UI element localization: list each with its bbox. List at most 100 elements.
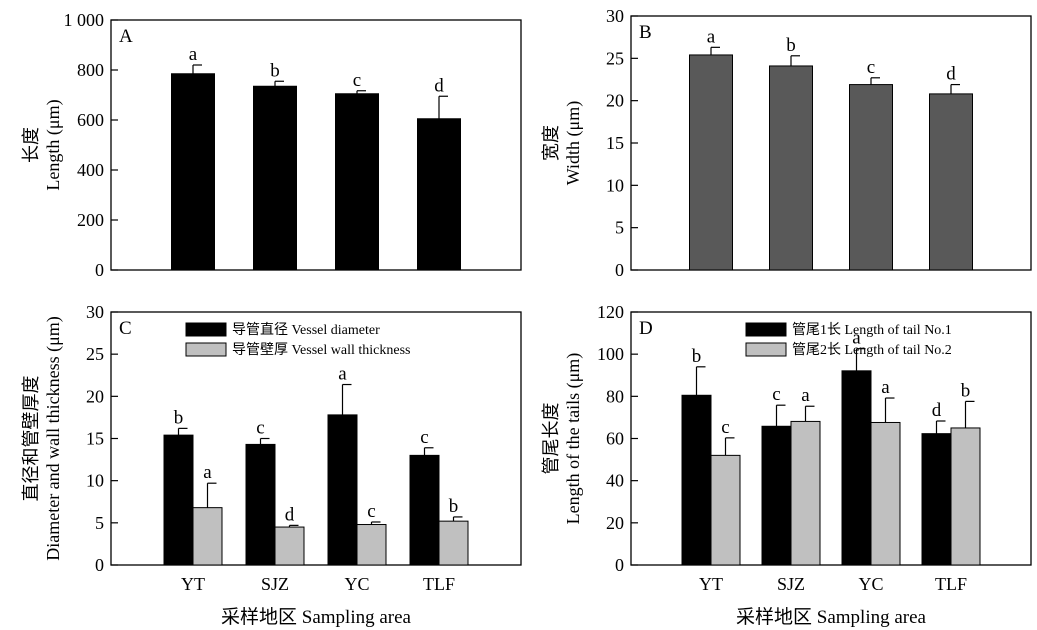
- panel-c-ytick-label: 0: [95, 555, 104, 575]
- panel-b-letter: B: [639, 22, 652, 43]
- panel-c-legend-swatch-1: [185, 322, 227, 337]
- panel-d-bar-yt-s2: [710, 454, 741, 566]
- panel-c-ytick-label: 15: [86, 429, 104, 449]
- panel-a-letter: A: [119, 26, 133, 47]
- panel-b-ytick-label: 0: [615, 260, 624, 280]
- panel-a-bar-yc-s1: [335, 93, 379, 271]
- panel-d-legend-swatch-2: [745, 342, 787, 357]
- panel-a-ylabel-cn: 长度: [21, 127, 41, 163]
- panel-a-ytick-label: 400: [77, 160, 104, 180]
- panel-c-xlabel: 采样地区 Sampling area: [221, 606, 412, 628]
- panel-c-ytick-label: 20: [86, 386, 104, 406]
- panel-d-bar-sjz-s2: [790, 420, 821, 566]
- panel-c-ylabel-en: Diameter and wall thickness (μm): [43, 316, 64, 561]
- panel-c-sig-letter: b: [449, 496, 459, 517]
- panel-d-sig-letter: b: [692, 346, 702, 367]
- panel-b-sig-letter: b: [786, 35, 796, 56]
- panel-a-ytick-label: 600: [77, 110, 104, 130]
- panel-d-xtick-label: YC: [858, 574, 883, 594]
- panel-c-ytick-label: 10: [86, 471, 104, 491]
- panel-b-ytick-label: 20: [606, 91, 624, 111]
- panel-c-xtick-label: YT: [181, 574, 205, 594]
- panel-b-bar-tlf-s1: [929, 93, 973, 271]
- panel-c-bar-yc-s1: [327, 414, 358, 566]
- panel-b-bar-sjz-s1: [769, 65, 813, 271]
- panel-b-sig-letter: d: [946, 64, 956, 85]
- panel-d-ylabel-en: Length of the tails (μm): [563, 353, 584, 525]
- panel-a-ytick-label: 200: [77, 210, 104, 230]
- panel-d-ytick-label: 60: [606, 429, 624, 449]
- panel-a-bar-tlf-s1: [417, 118, 461, 271]
- panel-a-ylabel-en: Length (μm): [43, 99, 64, 190]
- panel-a-frame: [110, 19, 522, 271]
- panel-d-sig-letter: c: [721, 417, 729, 438]
- panel-d-xtick-label: TLF: [935, 574, 967, 594]
- panel-c-sig-letter: d: [285, 504, 295, 525]
- panel-a-bar-sjz-s1: [253, 85, 297, 271]
- panel-d-bar-sjz-s1: [761, 425, 792, 566]
- panel-d-sig-letter: c: [772, 384, 780, 405]
- panel-c-bar-tlf-s2: [438, 520, 469, 566]
- panel-d-bar-yt-s1: [681, 394, 712, 566]
- panel-d-ytick-label: 120: [597, 302, 624, 322]
- panel-b-bar-yc-s1: [849, 84, 893, 271]
- panel-c-ytick-label: 30: [86, 302, 104, 322]
- panel-d-xtick-label: SJZ: [777, 574, 805, 594]
- panel-c-bar-sjz-s2: [274, 526, 305, 566]
- panel-c-letter: C: [119, 318, 132, 339]
- panel-d-ytick-label: 100: [597, 344, 624, 364]
- panel-c-sig-letter: c: [256, 418, 264, 439]
- panel-d-ylabel-cn: 管尾长度: [541, 403, 561, 475]
- panel-c-legend-swatch-2: [185, 342, 227, 357]
- panel-a-ytick-label: 1 000: [64, 10, 105, 30]
- panel-c-ytick-label: 5: [95, 513, 104, 533]
- panel-b-ytick-label: 15: [606, 133, 624, 153]
- panel-a-ytick-label: 0: [95, 260, 104, 280]
- panel-b-ytick-label: 25: [606, 48, 624, 68]
- panel-a-sig-letter: a: [189, 44, 198, 65]
- panel-b-sig-letter: a: [707, 26, 716, 47]
- panel-d-xlabel: 采样地区 Sampling area: [736, 606, 927, 628]
- panel-c-bar-tlf-s1: [409, 454, 440, 566]
- panel-c-xtick-label: SJZ: [261, 574, 289, 594]
- panel-d-bar-tlf-s2: [950, 427, 981, 566]
- panel-d-legend-label-2: 管尾2长 Length of tail No.2: [792, 342, 952, 358]
- panel-b-ytick-label: 10: [606, 175, 624, 195]
- panel-c-sig-letter: b: [174, 407, 184, 428]
- panel-c-bar-yt-s1: [163, 434, 194, 566]
- panel-b-sig-letter: c: [867, 57, 875, 78]
- panel-a-sig-letter: d: [434, 75, 444, 96]
- panel-d-letter: D: [639, 318, 653, 339]
- panel-a-sig-letter: b: [270, 60, 280, 81]
- panel-c-legend-label-1: 导管直径 Vessel diameter: [232, 321, 380, 338]
- panel-b-ylabel-en: Width (μm): [563, 101, 584, 185]
- panel-c-sig-letter: a: [203, 462, 212, 483]
- panel-a-ytick-label: 800: [77, 60, 104, 80]
- panel-c-sig-letter: a: [338, 364, 347, 385]
- panel-d-sig-letter: a: [881, 377, 890, 398]
- panel-c-bar-sjz-s1: [245, 443, 276, 566]
- panel-a-bar-yt-s1: [171, 73, 215, 271]
- panel-d-sig-letter: a: [801, 385, 810, 406]
- panel-d-sig-letter: d: [932, 400, 942, 421]
- panel-d-ytick-label: 40: [606, 471, 624, 491]
- panel-d-bar-tlf-s1: [921, 433, 952, 566]
- panel-b-ytick-label: 5: [615, 218, 624, 238]
- panel-d-legend-label-1: 管尾1长 Length of tail No.1: [792, 322, 952, 338]
- panel-d-ytick-label: 0: [615, 555, 624, 575]
- panel-c-sig-letter: c: [367, 501, 375, 522]
- panel-b-bar-yt-s1: [689, 54, 733, 271]
- panel-d-xtick-label: YT: [699, 574, 723, 594]
- panel-c-xtick-label: YC: [344, 574, 369, 594]
- panel-d-bar-yc-s1: [841, 370, 872, 566]
- panel-d-ytick-label: 80: [606, 386, 624, 406]
- panel-b-ytick-label: 30: [606, 6, 624, 26]
- panel-d-sig-letter: a: [852, 328, 861, 349]
- panel-c-xtick-label: TLF: [423, 574, 455, 594]
- panel-d-sig-letter: b: [961, 380, 971, 401]
- panel-c-ylabel-cn: 直径和管壁厚度: [21, 376, 41, 502]
- panel-c-legend-label-2: 导管壁厚 Vessel wall thickness: [232, 342, 410, 358]
- panel-d-ytick-label: 20: [606, 513, 624, 533]
